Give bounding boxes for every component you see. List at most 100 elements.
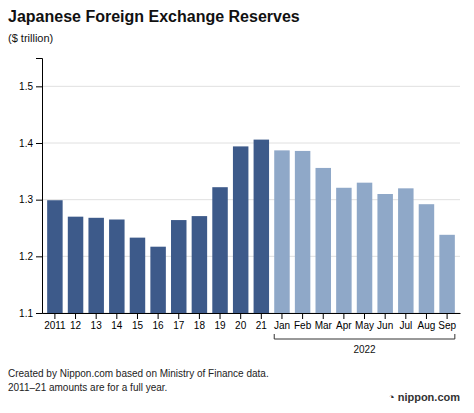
y-tick-mark	[36, 256, 42, 257]
y-tick-label: 1.2	[19, 251, 33, 262]
x-tick-mark	[447, 313, 448, 319]
y-tick: 1.2	[19, 251, 42, 262]
x-tick-mark	[199, 313, 200, 319]
title: Japanese Foreign Exchange Reserves	[8, 8, 300, 25]
x-tick-mark	[178, 313, 179, 319]
x-tick-label: 17	[173, 320, 185, 331]
x-tick-mark	[96, 313, 97, 319]
y-tick: 1.4	[19, 138, 42, 149]
x-tick-label: Jul	[399, 320, 412, 331]
x-tick: 17	[173, 313, 185, 331]
footnote: 2011–21 amounts are for a full year.	[8, 382, 167, 393]
bar	[130, 238, 145, 313]
y-tick-mark	[36, 86, 42, 87]
x-tick-mark	[116, 313, 117, 319]
grid	[42, 86, 460, 313]
bar	[150, 247, 165, 313]
bar	[316, 168, 331, 313]
x-tick-mark	[405, 313, 406, 319]
x-axis-line	[43, 313, 461, 314]
x-tick-label: 13	[91, 320, 103, 331]
x-tick: 13	[91, 313, 103, 331]
x-tick: Feb	[294, 313, 312, 331]
y-axis-line	[36, 59, 43, 314]
x-tick: May	[355, 313, 374, 331]
x-tick-label: 20	[235, 320, 247, 331]
x-tick-mark	[343, 313, 344, 319]
bracket	[274, 334, 455, 339]
annotations: 2022 Created by Nippon.com based on Minis…	[8, 334, 460, 403]
bars	[47, 140, 455, 313]
y-tick-label: 1.3	[19, 194, 33, 205]
grid-line	[42, 313, 460, 314]
logo: ◔ nippon.com	[388, 391, 460, 403]
x-tick-label: Jan	[274, 320, 290, 331]
x-tick-mark	[364, 313, 365, 319]
x-tick-label: 12	[70, 320, 82, 331]
x-tick-mark	[426, 313, 427, 319]
x-tick: 20	[235, 313, 247, 331]
x-tick: Sep	[438, 313, 456, 331]
x-tick-mark	[385, 313, 386, 319]
y-tick: 1.3	[19, 194, 42, 205]
bar	[254, 140, 269, 313]
x-tick-label: 19	[214, 320, 226, 331]
bar	[88, 218, 103, 313]
x-tick: 12	[70, 313, 82, 331]
y-tick-label: 1.5	[19, 81, 33, 92]
x-tick-label: 16	[153, 320, 165, 331]
x-tick: 14	[111, 313, 123, 331]
bar	[377, 194, 392, 313]
x-tick: 19	[214, 313, 226, 331]
x-tick-mark	[137, 313, 138, 319]
x-tick: 2011	[44, 313, 66, 331]
bar	[419, 204, 434, 313]
bar	[274, 150, 289, 313]
bar	[47, 200, 62, 313]
x-tick: Mar	[315, 313, 333, 331]
grid-line	[42, 143, 460, 144]
x-tick-mark	[302, 313, 303, 319]
y-tick-label: 1.1	[19, 308, 33, 319]
x-tick-label: Apr	[336, 320, 352, 331]
x-tick-label: 21	[256, 320, 268, 331]
bracket-label: 2022	[353, 344, 376, 355]
x-tick: Jun	[377, 313, 393, 331]
x-tick-mark	[75, 313, 76, 319]
x-tick-mark	[158, 313, 159, 319]
x-tick: 16	[153, 313, 165, 331]
x-tick: Jan	[274, 313, 290, 331]
x-tick-mark	[323, 313, 324, 319]
x-tick-mark	[261, 313, 262, 319]
y-tick: 1.5	[19, 81, 42, 92]
grid-line	[42, 86, 460, 87]
bar	[233, 146, 248, 313]
y-tick-label: 1.4	[19, 138, 33, 149]
y-tick-mark	[36, 313, 42, 314]
bar	[439, 235, 454, 313]
bar	[212, 187, 227, 313]
chart: 201112131415161718192021JanFebMarAprMayJ…	[0, 0, 474, 413]
x-tick-label: 14	[111, 320, 123, 331]
grid-line	[42, 199, 460, 200]
y-tick-mark	[36, 200, 42, 201]
bar	[109, 220, 124, 314]
bar	[68, 217, 83, 313]
x-tick-label: Mar	[315, 320, 333, 331]
bar	[295, 151, 310, 313]
x-tick: Aug	[418, 313, 436, 331]
x-tick-label: Aug	[418, 320, 436, 331]
bar	[192, 216, 207, 313]
x-tick-label: 2011	[44, 320, 66, 331]
footnote: Created by Nippon.com based on Ministry …	[8, 368, 269, 379]
x-tick-label: May	[355, 320, 374, 331]
y-tick: 1.1	[19, 308, 42, 319]
x-tick-label: Feb	[294, 320, 312, 331]
x-tick-label: 15	[132, 320, 144, 331]
bar	[357, 183, 372, 313]
x-tick-label: Jun	[377, 320, 393, 331]
bar	[171, 220, 186, 313]
x-tick-mark	[240, 313, 241, 319]
x-tick: 15	[132, 313, 144, 331]
x-tick-mark	[281, 313, 282, 319]
